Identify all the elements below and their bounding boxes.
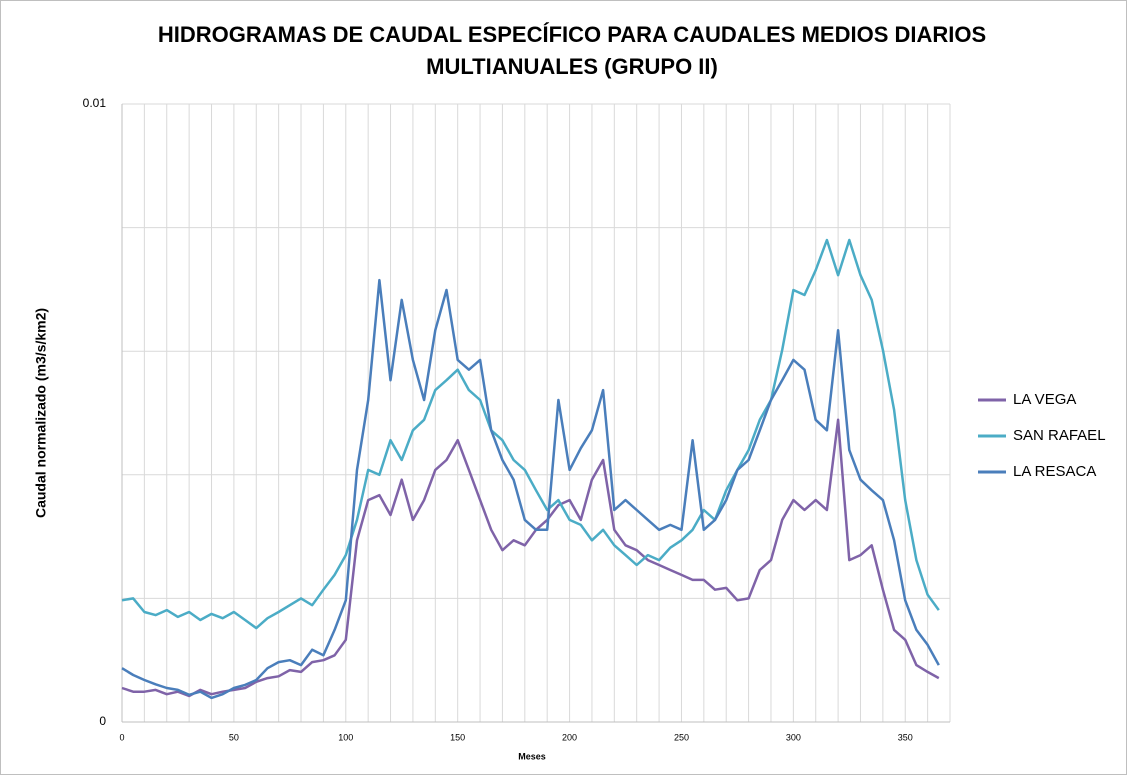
legend-label: LA VEGA bbox=[1013, 391, 1076, 408]
y-tick-label: 0 bbox=[99, 714, 106, 728]
series-line bbox=[121, 418, 940, 698]
series-line bbox=[121, 278, 940, 700]
y-axis-label: Caudal normalizado (m3/s/km2) bbox=[33, 308, 49, 518]
legend-label: SAN RAFAEL bbox=[1013, 427, 1106, 444]
x-tick-label: 100 bbox=[338, 732, 353, 742]
legend-label: LA RESACA bbox=[1013, 463, 1096, 480]
y-tick-label: 0.01 bbox=[83, 96, 107, 110]
x-axis-label: Meses bbox=[518, 751, 546, 761]
x-tick-label: 250 bbox=[674, 732, 689, 742]
series-line bbox=[121, 238, 940, 630]
chart-title: HIDROGRAMAS DE CAUDAL ESPECÍFICO PARA CA… bbox=[158, 22, 986, 47]
x-tick-label: 150 bbox=[450, 732, 465, 742]
chart-title: MULTIANUALES (GRUPO II) bbox=[426, 54, 718, 79]
x-tick-label: 350 bbox=[898, 732, 913, 742]
x-tick-label: 0 bbox=[119, 732, 124, 742]
x-tick-label: 200 bbox=[562, 732, 577, 742]
x-tick-label: 50 bbox=[229, 732, 239, 742]
x-tick-label: 300 bbox=[786, 732, 801, 742]
